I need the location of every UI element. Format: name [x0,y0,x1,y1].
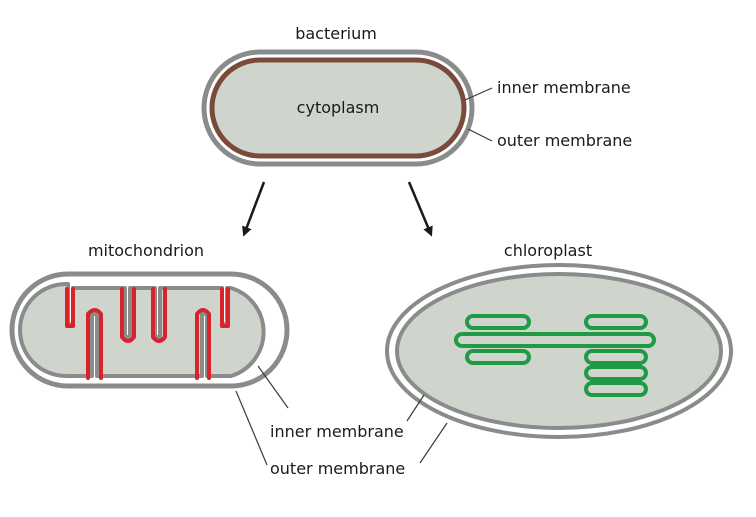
mitochondrion-title: mitochondrion [88,241,204,260]
mitochondrion-cristae [65,287,230,380]
chloroplast-outer-leader-line [419,422,448,464]
thylakoid-1 [465,314,531,330]
thylakoid-3 [465,349,531,365]
thylakoid-lamella [454,332,656,348]
bacterium-title: bacterium [295,24,377,43]
chloroplast: chloroplast [385,241,733,464]
chloroplast-title: chloroplast [504,241,592,260]
chloroplast-inner-membrane [395,272,723,430]
thylakoid-4 [584,349,648,365]
arrow-to-chloroplast [407,181,433,237]
mitochondrion: mitochondrion [9,241,290,466]
arrow-to-mitochondrion [242,181,266,237]
bacterium-inner-leader-line [464,87,493,101]
crista-6 [220,287,230,328]
thylakoid-5 [584,365,648,381]
bacterium-outer-membrane-label: outer membrane [497,131,632,150]
shared-inner-membrane-label: inner membrane [270,422,404,441]
bacterium-inner-membrane [209,57,467,159]
thylakoid-2 [584,314,648,330]
crista-5 [195,308,211,380]
chloroplast-inner-leader-line [406,394,425,422]
crista-1 [65,287,75,328]
mitochondrion-inner-leader-line [257,365,289,409]
bacterium-inner-membrane-label: inner membrane [497,78,631,97]
mitochondrion-outer-leader-line [235,390,268,466]
thylakoid-stacks [454,314,656,397]
bacterium: bacterium cytoplasm inner membrane outer… [201,24,632,167]
cytoplasm-label: cytoplasm [297,98,380,117]
bacterium-outer-leader-line [467,128,493,142]
crista-3 [120,287,136,343]
crista-2 [86,308,103,380]
thylakoid-6 [584,381,648,397]
shared-outer-membrane-label: outer membrane [270,459,405,478]
crista-4 [151,287,167,343]
